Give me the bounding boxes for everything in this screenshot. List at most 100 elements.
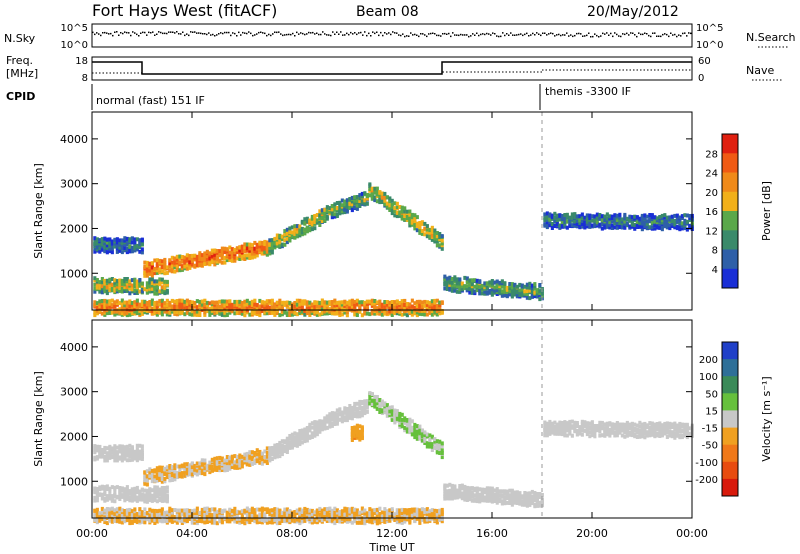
echo-cell (385, 409, 389, 414)
echo-cell (425, 441, 429, 446)
echo-cell (513, 497, 517, 502)
echo-cell (283, 302, 287, 307)
echo-cell (538, 283, 542, 287)
echo-cell (103, 455, 107, 459)
echo-cell (225, 249, 229, 254)
echo-cell (455, 495, 459, 500)
echo-cell (95, 278, 99, 282)
echo-cell (600, 218, 604, 223)
echo-cell (533, 290, 537, 295)
echo-cell (363, 407, 367, 412)
echo-cell (665, 435, 669, 439)
echo-cell (625, 221, 629, 226)
echo-cell (275, 510, 279, 515)
echo-cell (595, 427, 599, 432)
nsky-point (214, 35, 216, 37)
echo-cell (235, 246, 239, 251)
echo-cell (380, 312, 384, 317)
echo-cell (148, 286, 152, 291)
echo-cell (120, 493, 124, 498)
echo-cell (590, 431, 594, 436)
echo-cell (440, 246, 444, 251)
echo-cell (93, 300, 97, 305)
echo-cell (615, 433, 619, 438)
nsky-point (382, 34, 384, 37)
nsky-point (494, 33, 496, 35)
echo-cell (323, 210, 327, 215)
echo-cell (258, 449, 262, 454)
echo-cell (458, 484, 462, 488)
echo-cell (370, 194, 374, 199)
echo-cell (110, 506, 114, 511)
echo-cell (598, 423, 602, 428)
echo-cell (240, 459, 244, 464)
echo-cell (473, 289, 477, 294)
echo-cell (203, 461, 207, 466)
echo-cell (133, 513, 137, 518)
echo-cell (113, 454, 117, 459)
echo-cell (488, 486, 492, 491)
echo-cell (163, 265, 167, 270)
echo-cell (298, 302, 302, 307)
echo-cell (150, 277, 154, 282)
colorbar-swatch (722, 134, 738, 154)
echo-cell (158, 513, 162, 518)
echo-cell (358, 193, 362, 198)
nsky-point (340, 31, 342, 33)
echo-cell (173, 463, 177, 468)
echo-cell (158, 282, 162, 287)
echo-cell (440, 451, 444, 455)
echo-cell (445, 287, 449, 291)
echo-cell (430, 442, 434, 447)
echo-cell (445, 489, 449, 494)
echo-cell (308, 422, 312, 427)
echo-cell (448, 285, 452, 290)
nsky-point (620, 35, 622, 38)
echo-cell (478, 285, 482, 289)
echo-cell (575, 219, 579, 223)
echo-cell (318, 426, 322, 431)
echo-cell (145, 301, 149, 305)
echo-cell (465, 485, 469, 490)
echo-cell (270, 457, 274, 461)
echo-cell (315, 218, 319, 223)
echo-cell (298, 307, 302, 312)
echo-cell (183, 302, 187, 307)
echo-cell (315, 426, 319, 431)
echo-cell (580, 428, 584, 433)
echo-cell (155, 287, 159, 292)
echo-cell (578, 214, 582, 219)
echo-cell (535, 495, 539, 500)
echo-cell (113, 444, 117, 449)
echo-cell (455, 289, 459, 294)
echo-cell (130, 455, 134, 460)
echo-cell (348, 413, 352, 418)
echo-cell (153, 493, 157, 498)
echo-cell (335, 408, 339, 413)
echo-cell (510, 494, 514, 499)
echo-cell (350, 298, 354, 303)
nsky-point (602, 32, 604, 35)
echo-cell (173, 474, 177, 479)
echo-cell (453, 285, 457, 290)
nsky-point (526, 32, 528, 35)
echo-cell (93, 239, 97, 244)
echo-cell (483, 495, 487, 500)
echo-cell (685, 428, 689, 432)
echo-cell (170, 255, 174, 260)
echo-cell (340, 198, 344, 203)
nsky-point (252, 34, 254, 37)
echo-cell (580, 215, 584, 220)
echo-cell (410, 312, 414, 317)
echo-cell (470, 493, 474, 498)
echo-cell (420, 220, 424, 225)
echo-cell (333, 202, 337, 207)
nsky-point (102, 32, 104, 34)
nsky-point (546, 34, 548, 36)
echo-cell (515, 494, 519, 499)
echo-cell (120, 288, 124, 293)
echo-cell (233, 302, 237, 307)
echo-cell (215, 310, 219, 315)
echo-cell (230, 517, 234, 522)
nsky-point (128, 32, 130, 34)
